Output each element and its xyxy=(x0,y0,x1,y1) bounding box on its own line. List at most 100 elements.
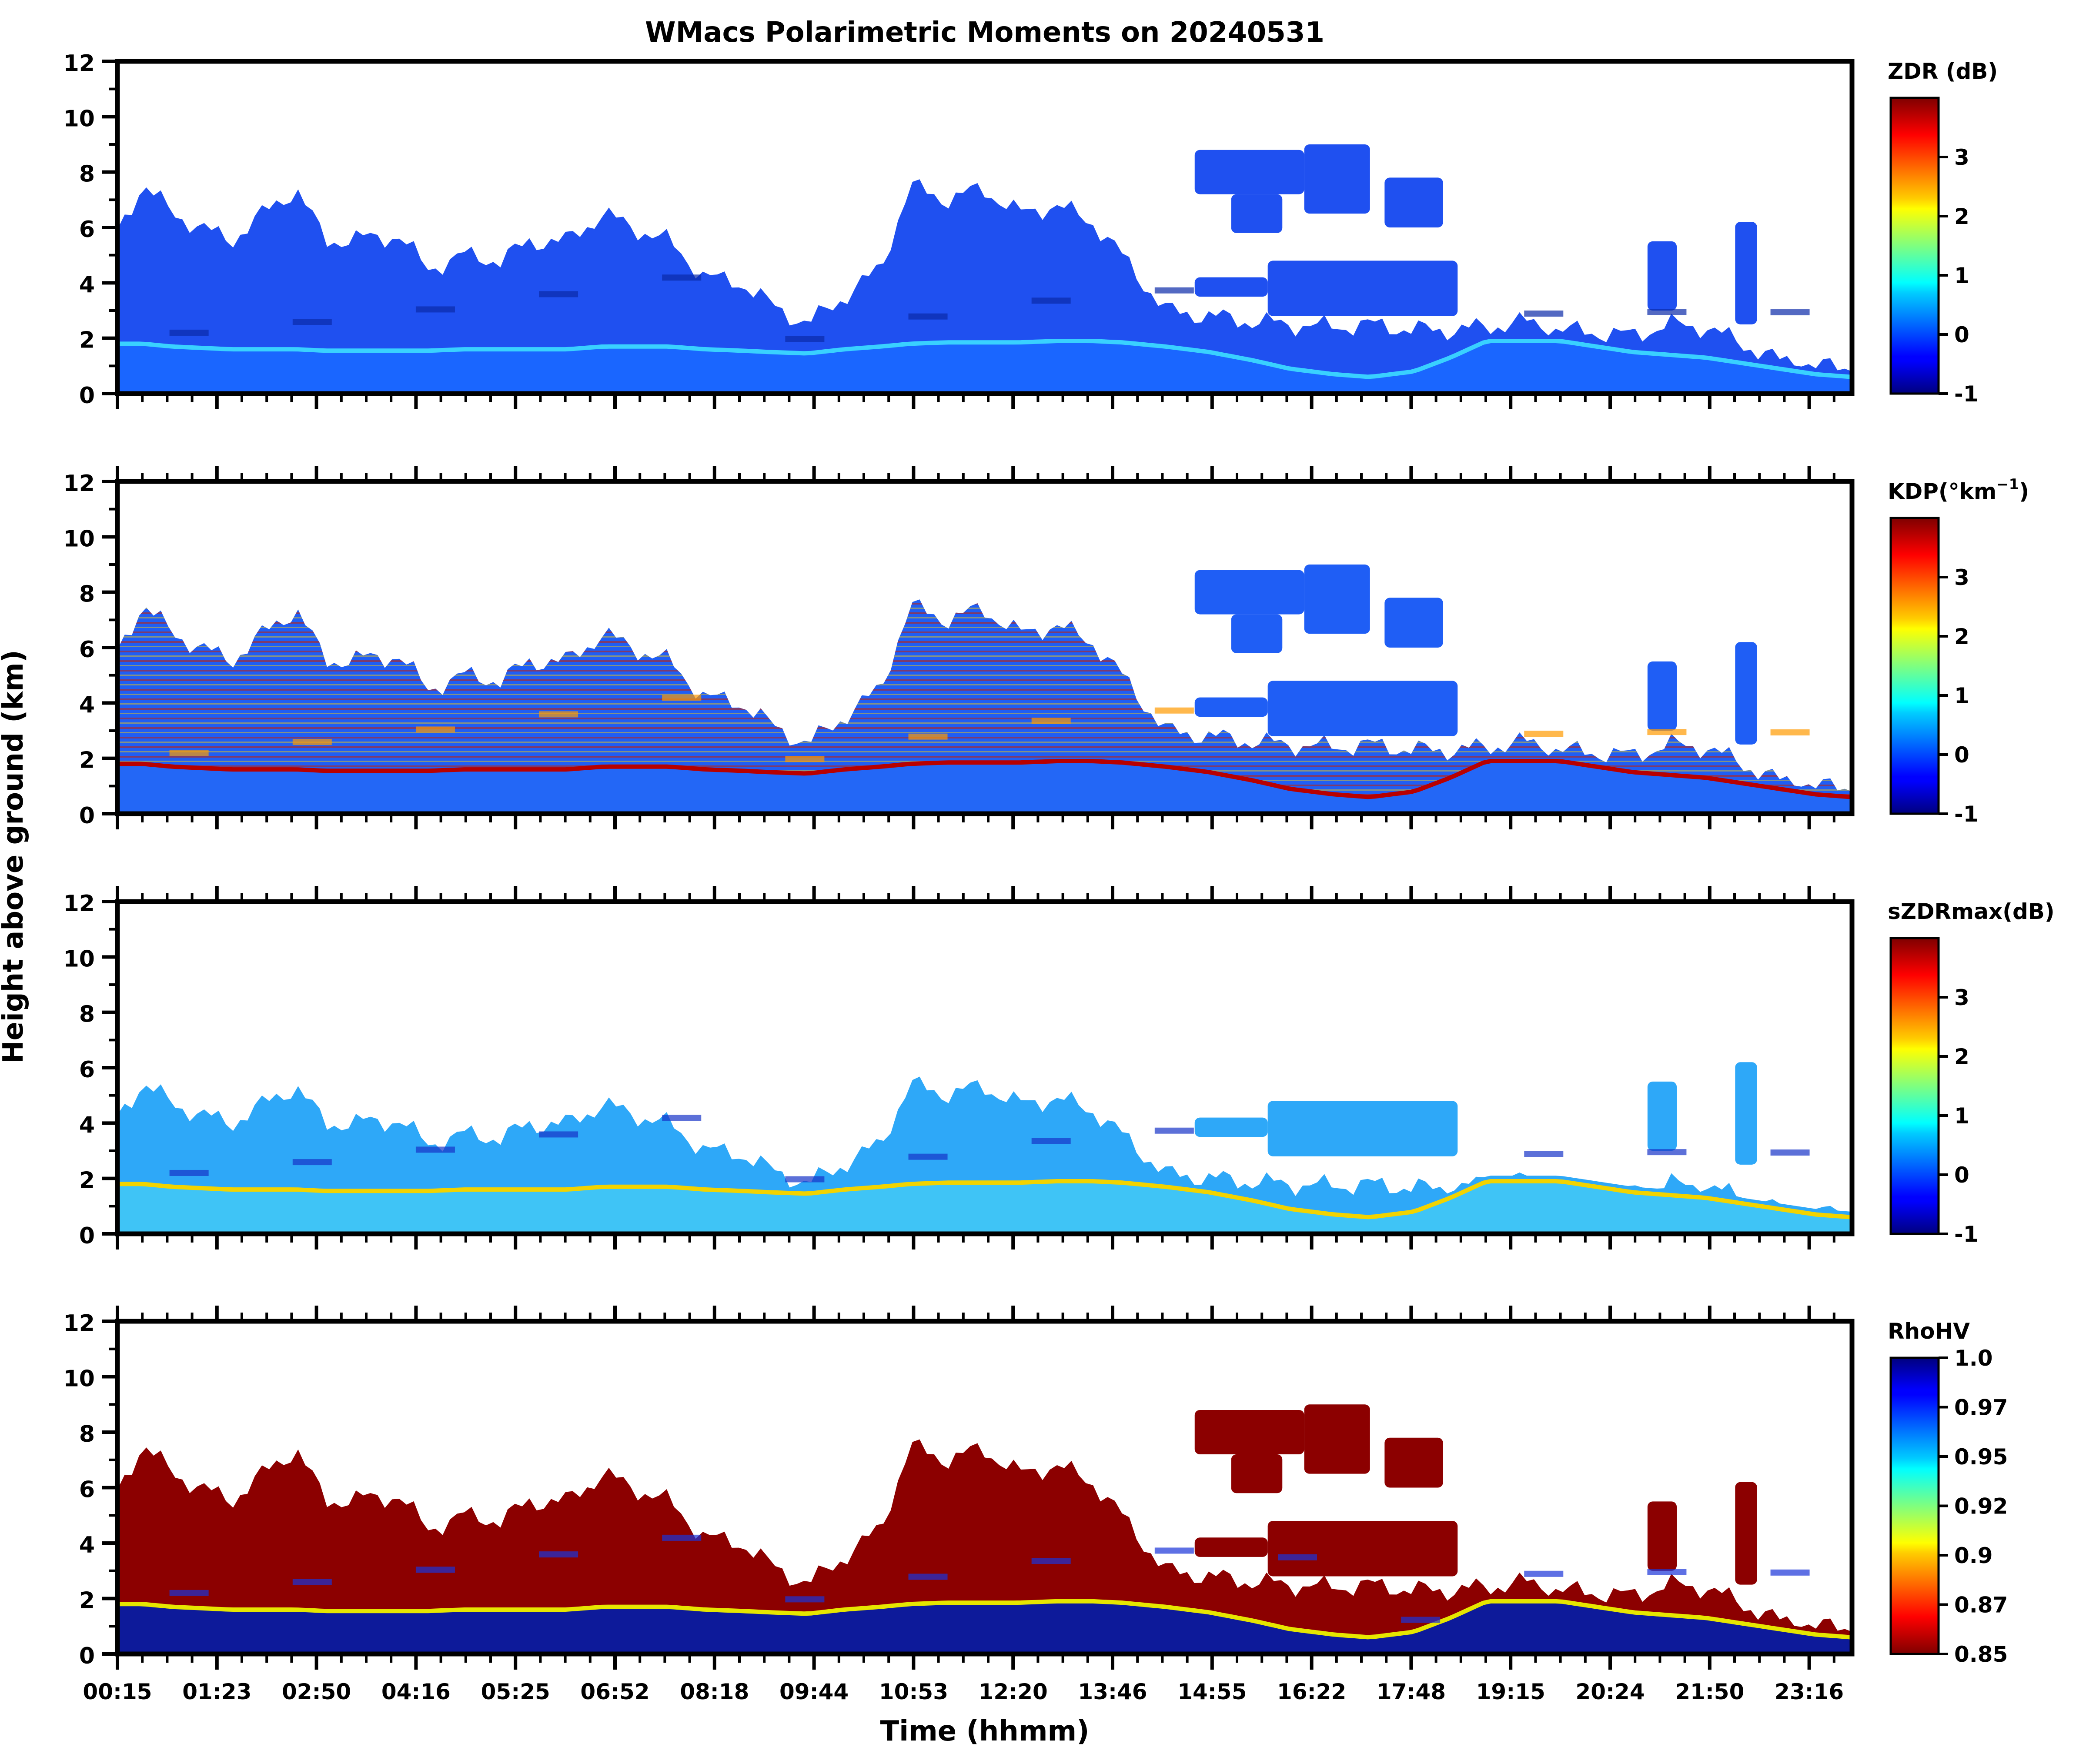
cloud-patch xyxy=(1647,661,1677,731)
colorbar-tick-label: 1 xyxy=(1954,1103,1969,1129)
texture-streak xyxy=(1770,1569,1810,1576)
echo-texture xyxy=(117,599,1852,814)
texture-streak xyxy=(169,329,209,336)
texture-streak xyxy=(1524,311,1564,317)
echo-region-lower xyxy=(117,1181,1852,1234)
colorbar-label: ZDR (dB) xyxy=(1888,59,1998,84)
texture-streak xyxy=(785,1596,825,1603)
cloud-patch xyxy=(1384,1437,1443,1488)
echo-region-lower xyxy=(117,1601,1852,1654)
colorbar-tick-label: 0.9 xyxy=(1954,1543,1993,1568)
texture-streak xyxy=(908,1574,948,1580)
cloud-patch xyxy=(1647,241,1677,311)
texture-streak xyxy=(1770,309,1810,316)
echo-region-upper xyxy=(117,179,1852,394)
cloud-patch xyxy=(1304,144,1370,214)
texture-streak xyxy=(1524,1570,1564,1577)
colorbar xyxy=(1889,517,1940,815)
colorbar-label-main: KDP(°km xyxy=(1888,479,1996,504)
texture-streak xyxy=(785,1176,825,1183)
x-tick-label: 21:50 xyxy=(1675,1679,1744,1704)
texture-streak xyxy=(415,1567,455,1573)
cloud-patch xyxy=(1267,1101,1458,1156)
y-tick-label: 0 xyxy=(79,1223,95,1249)
texture-streak xyxy=(1031,1138,1071,1144)
colorbar-tick-label: 0.92 xyxy=(1954,1494,2008,1519)
texture-streak xyxy=(1770,729,1810,736)
texture-streak xyxy=(539,711,578,718)
texture-streak xyxy=(1031,1558,1071,1564)
cloud-patch xyxy=(1304,1404,1370,1474)
texture-streak xyxy=(415,726,455,733)
texture-streak xyxy=(1770,1149,1810,1156)
colorbar-tick-label: 2 xyxy=(1954,204,1969,229)
figure-title: WMacs Polarimetric Moments on 20240531 xyxy=(645,17,1324,49)
texture-streak xyxy=(1031,718,1071,724)
x-tick-label: 05:25 xyxy=(481,1679,550,1704)
x-tick-label: 02:50 xyxy=(282,1679,351,1704)
texture-streak xyxy=(662,1534,702,1541)
texture-streak xyxy=(662,695,702,701)
colorbar-tick-label: 2 xyxy=(1954,624,1969,649)
texture-streak xyxy=(539,1551,578,1558)
y-tick-label: 8 xyxy=(79,161,95,187)
cloud-patch xyxy=(1735,642,1757,745)
x-tick-label: 16:22 xyxy=(1277,1679,1346,1704)
cloud-patch xyxy=(1384,177,1443,227)
x-tick-label: 19:15 xyxy=(1476,1679,1545,1704)
y-axis-label: Height above ground (km) xyxy=(0,650,30,1064)
texture-streak xyxy=(292,1159,332,1166)
y-tick-label: 2 xyxy=(79,1168,95,1194)
texture-streak xyxy=(1154,1127,1194,1134)
texture-streak xyxy=(1031,297,1071,304)
texture-streak xyxy=(662,1115,702,1121)
colorbar-tick-label: 0 xyxy=(1954,742,1969,768)
cloud-patch xyxy=(1194,1410,1304,1454)
y-tick-label: 0 xyxy=(79,1643,95,1669)
panel-rhohv: 0 2 4 6 8 10 12 00:15 01:23 02:50 04:16 05:25 06:52 0… xyxy=(64,1306,2008,1704)
colorbar-label: sZDRmax(dB) xyxy=(1888,899,2055,924)
y-tick-label: 4 xyxy=(79,1112,95,1138)
x-tick-label: 00:15 xyxy=(83,1679,152,1704)
texture-streak xyxy=(1154,1547,1194,1554)
texture-streak xyxy=(292,1579,332,1585)
cloud-patch xyxy=(1267,1521,1458,1577)
y-tick-label: 6 xyxy=(79,637,95,663)
texture-streak xyxy=(1524,1151,1564,1157)
y-tick-label: 10 xyxy=(64,946,95,972)
x-tick-label: 10:53 xyxy=(879,1679,948,1704)
texture-streak xyxy=(1401,1617,1441,1623)
y-tick-label: 4 xyxy=(79,1532,95,1558)
cloud-patch xyxy=(1194,570,1304,615)
texture-streak xyxy=(169,749,209,756)
colorbar-tick-label: 0 xyxy=(1954,1163,1969,1188)
texture-streak xyxy=(1524,731,1564,737)
cloud-patch xyxy=(1384,598,1443,648)
texture-streak xyxy=(1647,1569,1687,1575)
melting-layer-line xyxy=(117,1179,1852,1219)
y-tick-label: 4 xyxy=(79,692,95,718)
cloud-patch xyxy=(1735,222,1757,324)
echo-region-upper xyxy=(117,1439,1852,1654)
cloud-patch xyxy=(1194,277,1268,297)
texture-streak xyxy=(908,733,948,740)
y-tick-label: 10 xyxy=(64,1366,95,1392)
y-tick-label: 8 xyxy=(79,1421,95,1447)
colorbar xyxy=(1889,937,1940,1235)
y-tick-label: 8 xyxy=(79,1002,95,1028)
texture-streak xyxy=(415,1146,455,1153)
x-tick-label: 06:52 xyxy=(580,1679,649,1704)
texture-streak xyxy=(539,1131,578,1138)
colorbar-tick-label: 3 xyxy=(1954,565,1969,590)
colorbar-label: RhoHV xyxy=(1888,1319,1970,1344)
texture-streak xyxy=(1277,1554,1317,1560)
x-tick-label: 14:55 xyxy=(1177,1679,1247,1704)
melting-layer-line xyxy=(117,339,1852,379)
cloud-patch xyxy=(1194,697,1268,717)
y-tick-label: 12 xyxy=(64,891,95,917)
x-tick-label: 17:48 xyxy=(1377,1679,1446,1704)
x-tick-label: 08:18 xyxy=(680,1679,749,1704)
